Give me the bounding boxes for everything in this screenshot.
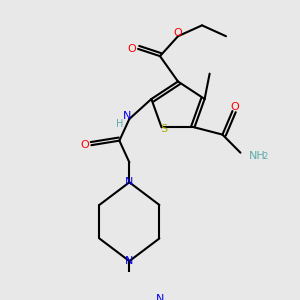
Text: N: N [123, 111, 132, 121]
Text: O: O [128, 44, 136, 54]
Text: O: O [174, 28, 182, 38]
Text: N: N [125, 177, 134, 187]
Text: O: O [80, 140, 89, 150]
Text: H: H [116, 119, 123, 129]
Text: S: S [160, 124, 167, 134]
Text: N: N [125, 256, 134, 266]
Text: O: O [230, 101, 239, 112]
Text: 2: 2 [262, 152, 268, 161]
Text: N: N [156, 294, 164, 300]
Text: NH: NH [248, 151, 265, 161]
